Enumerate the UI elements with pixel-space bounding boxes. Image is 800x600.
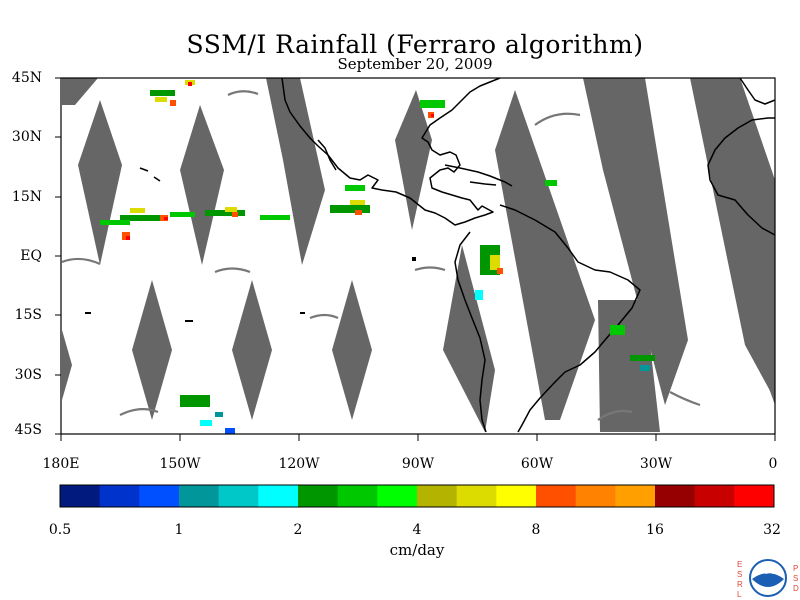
colorbar-unit: cm/day — [389, 541, 445, 559]
colorbar-segment — [298, 485, 339, 507]
colorbar-segment — [60, 485, 101, 507]
noaa-logo: E S R L P S D NOAA — [737, 559, 799, 599]
lat-label-30s: 30S — [14, 367, 42, 383]
swath-gap-12 — [332, 280, 372, 420]
colorbar — [59, 484, 775, 508]
swath-gap-5 — [395, 90, 432, 230]
lat-label-45n: 45N — [11, 70, 42, 86]
logo-letter-s2: S — [793, 574, 798, 583]
logo-letter-e: E — [737, 560, 742, 569]
logo-letter-d: D — [793, 584, 799, 593]
logo-letter-l: L — [737, 590, 742, 599]
logo-letter-r: R — [737, 580, 743, 589]
swath-gap-10 — [132, 280, 172, 420]
colorbar-tick-2: 2 — [293, 522, 303, 538]
colorbar-segment — [218, 485, 259, 507]
lon-label-60w: 60W — [520, 456, 554, 472]
colorbar-tick-4: 4 — [412, 522, 422, 538]
coast-baja-california — [317, 139, 337, 171]
lat-label-30n: 30N — [11, 129, 42, 145]
rainfall-patches — [85, 80, 655, 434]
colorbar-segment — [615, 485, 656, 507]
colorbar-tick-16: 16 — [646, 522, 664, 538]
colorbar-tick-32: 32 — [763, 522, 781, 538]
colorbar-segment — [417, 485, 458, 507]
coast-iberia — [739, 77, 776, 105]
colorbar-segment — [496, 485, 537, 507]
swath-gap-2 — [78, 100, 122, 265]
lat-label-45s: 45S — [14, 422, 42, 438]
coast-africa — [707, 117, 776, 236]
lon-label-120w: 120W — [278, 456, 320, 472]
coast-cuba — [444, 164, 513, 187]
lon-label-150w: 150W — [159, 456, 201, 472]
colorbar-tick-1: 1 — [174, 522, 184, 538]
noaa-badge-text: NOAA — [759, 570, 776, 576]
lat-label-15s: 15S — [14, 307, 42, 323]
axis-ticks — [55, 77, 776, 441]
colorbar-tick-8: 8 — [531, 522, 541, 538]
swath-gaps — [62, 78, 775, 432]
coast-hawaii — [139, 167, 161, 182]
swath-gap-7 — [583, 78, 688, 405]
colorbar-segment — [139, 485, 180, 507]
swath-gap-6 — [495, 90, 595, 420]
logo-letter-p: P — [793, 564, 798, 573]
swath-gap-11 — [232, 280, 272, 420]
colorbar-tick-0-5: 0.5 — [48, 522, 72, 538]
colorbar-segment — [377, 485, 418, 507]
rainfall-map — [55, 77, 776, 441]
colorbar-border — [59, 484, 775, 508]
colorbar-segment — [734, 485, 775, 507]
lon-label-180e: 180E — [42, 456, 80, 472]
colorbar-segment — [179, 485, 220, 507]
coastlines — [139, 77, 776, 433]
lon-label-90w: 90W — [401, 456, 435, 472]
coast-south-america — [454, 204, 641, 433]
colorbar-segment — [694, 485, 735, 507]
coast-hispaniola — [469, 181, 497, 186]
swath-gap-15 — [748, 270, 775, 405]
lon-label-0: 0 — [768, 456, 778, 472]
colorbar-segment — [655, 485, 696, 507]
colorbar-segment — [337, 485, 378, 507]
swath-gap-3 — [180, 105, 224, 265]
swath-edge-arcs — [61, 90, 701, 421]
lat-label-15n: 15N — [11, 189, 42, 205]
colorbar-segment — [258, 485, 299, 507]
colorbar-segment — [536, 485, 577, 507]
coast-north-america — [281, 77, 501, 226]
swath-gap-13 — [62, 330, 72, 400]
lon-label-30w: 30W — [639, 456, 673, 472]
colorbar-segment — [99, 485, 140, 507]
logo-letter-s: S — [737, 570, 742, 579]
colorbar-segment — [575, 485, 616, 507]
title: SSM/I Rainfall (Ferraro algorithm) — [186, 30, 644, 59]
swath-gap-1 — [62, 78, 98, 105]
lat-label-eq: EQ — [20, 248, 42, 264]
subtitle-date: September 20, 2009 — [337, 55, 493, 73]
swath-gap-4 — [266, 78, 325, 265]
colorbar-segment — [456, 485, 497, 507]
